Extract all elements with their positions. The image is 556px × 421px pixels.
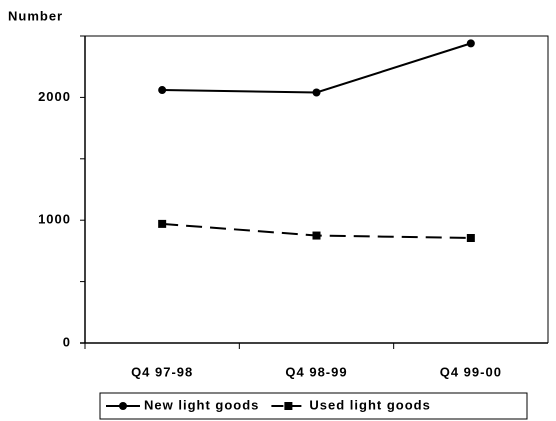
y-tick-label: 1000 <box>38 212 71 227</box>
y-tick-label: 0 <box>63 334 71 349</box>
legend-box <box>99 392 528 420</box>
series-line <box>162 42 472 94</box>
legend-marker <box>119 402 127 410</box>
y-axis-label: Number <box>8 8 63 23</box>
x-tick-label: Q4 97-98 <box>131 364 193 379</box>
data-point <box>312 231 321 240</box>
legend: New light goods Used light goods <box>99 392 528 420</box>
data-point <box>158 86 167 95</box>
y-tick-label: 2000 <box>38 89 71 104</box>
data-point <box>466 234 475 243</box>
plot-frame <box>85 35 549 343</box>
x-tick-label: Q4 99-00 <box>440 364 502 379</box>
legend-marker <box>284 402 293 410</box>
data-point <box>158 219 167 228</box>
data-point <box>312 88 321 97</box>
legend-label: Used light goods <box>309 397 430 412</box>
x-tick-label: Q4 98-99 <box>285 364 347 379</box>
legend-label: New light goods <box>144 397 259 412</box>
data-point <box>466 39 475 48</box>
